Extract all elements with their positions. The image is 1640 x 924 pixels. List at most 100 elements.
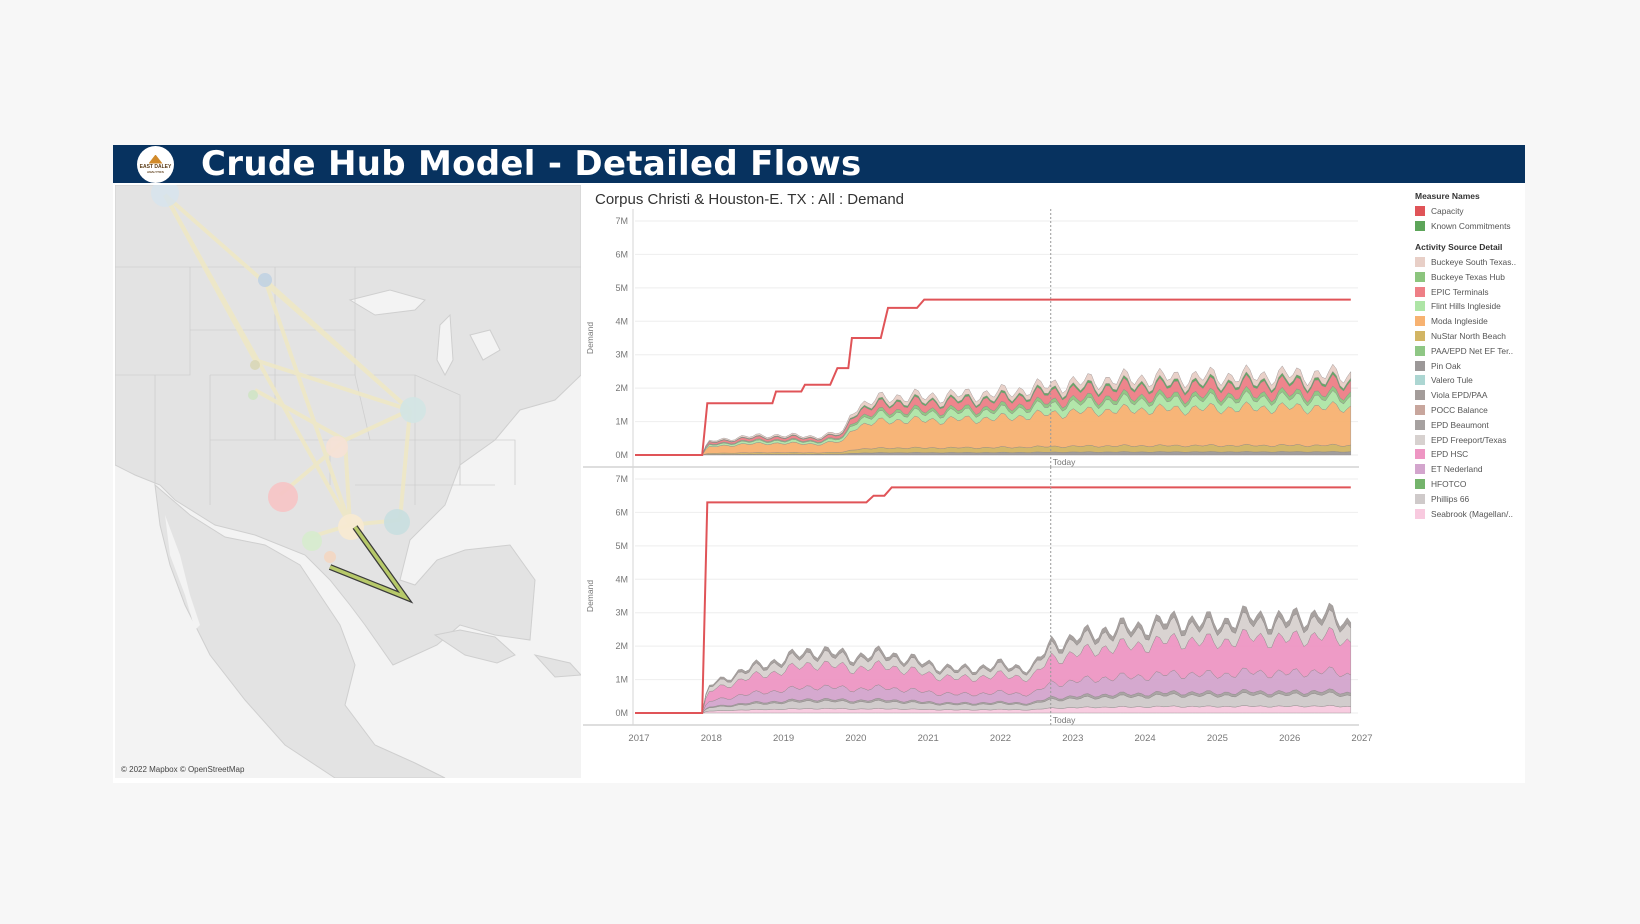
legend-item[interactable]: Viola EPD/PAA (1415, 388, 1523, 403)
legend-label: Seabrook (Magellan/.. (1431, 508, 1513, 519)
capacity-line[interactable] (635, 298, 1351, 456)
logo-subtext: ANALYTICS (147, 169, 164, 174)
legend-item[interactable]: EPD HSC (1415, 447, 1523, 462)
capacity-line[interactable] (635, 486, 1351, 714)
logo-mark-icon (148, 154, 163, 164)
map-canvas[interactable] (115, 185, 581, 778)
hub-bubble[interactable] (400, 397, 426, 423)
flow-map[interactable]: © 2022 Mapbox © OpenStreetMap (115, 185, 581, 778)
y-axis-label: Demand (585, 580, 595, 612)
legend-swatch (1415, 221, 1425, 232)
legend-item[interactable]: HFOTCO (1415, 477, 1523, 492)
legend-item[interactable]: EPD Beaumont (1415, 417, 1523, 432)
y-tick-label: 5M (615, 283, 628, 293)
y-tick-label: 0M (615, 450, 628, 460)
chart-panel[interactable]: 0M 1M 2M 3M 4M 5M 6M 7M Demand Today (583, 209, 1359, 468)
legend-item[interactable]: EPD Freeport/Texas (1415, 432, 1523, 447)
legend-item[interactable]: ET Nederland (1415, 462, 1523, 477)
legend: Measure Names Capacity Known Commitments … (1415, 187, 1523, 521)
legend-item[interactable]: Pin Oak (1415, 358, 1523, 373)
demand-charts[interactable]: 0M 1M 2M 3M 4M 5M 6M 7M Demand Today 0M 1M 2M 3M 4M 5M 6… (583, 209, 1423, 749)
dashboard: EAST DALEY ANALYTICS Crude Hub Model - D… (113, 145, 1525, 783)
x-tick-label: 2020 (845, 733, 866, 744)
legend-item[interactable]: Moda Ingleside (1415, 314, 1523, 329)
hub-bubble[interactable] (258, 273, 272, 287)
x-tick-label: 2017 (628, 733, 649, 744)
legend-label: EPD Beaumont (1431, 419, 1489, 430)
legend-swatch (1415, 464, 1425, 475)
y-tick-label: 0M (615, 708, 628, 718)
legend-swatch (1415, 478, 1425, 489)
x-tick-label: 2027 (1351, 733, 1372, 744)
lake-michigan (436, 313, 454, 377)
legend-swatch (1415, 330, 1425, 341)
x-tick-label: 2021 (918, 733, 939, 744)
legend-swatch (1415, 271, 1425, 282)
north-america-land (115, 185, 581, 666)
hub-bubble[interactable] (250, 360, 260, 370)
legend-label: EPD Freeport/Texas (1431, 434, 1507, 445)
legend-item[interactable]: Buckeye Texas Hub (1415, 269, 1523, 284)
selected-flow[interactable] (329, 525, 410, 601)
hub-bubble[interactable] (151, 185, 179, 207)
today-label: Today (1053, 457, 1076, 467)
hub-bubble[interactable] (326, 436, 348, 458)
legend-swatch (1415, 206, 1425, 217)
cuba-land (433, 629, 516, 664)
x-tick-label: 2023 (1062, 733, 1083, 744)
legend-item[interactable]: Phillips 66 (1415, 491, 1523, 506)
lake-huron (469, 329, 501, 361)
area-series[interactable] (702, 602, 1351, 714)
legend-item[interactable]: EPIC Terminals (1415, 284, 1523, 299)
lake-superior (348, 289, 426, 316)
legend-item[interactable]: POCC Balance (1415, 403, 1523, 418)
legend-item[interactable]: NuStar North Beach (1415, 329, 1523, 344)
hub-bubble[interactable] (302, 531, 322, 551)
legend-swatch (1415, 508, 1425, 519)
legend-label: Pin Oak (1431, 360, 1461, 371)
hub-bubble[interactable] (248, 390, 258, 400)
hub-bubble[interactable] (324, 551, 336, 563)
legend-label: EPIC Terminals (1431, 286, 1489, 297)
page-title: Crude Hub Model - Detailed Flows (201, 144, 862, 184)
hub-bubble[interactable] (268, 482, 298, 512)
legend-item[interactable]: Seabrook (Magellan/.. (1415, 506, 1523, 521)
x-tick-label: 2025 (1207, 733, 1228, 744)
mexico-land (154, 483, 446, 778)
today-label: Today (1053, 715, 1076, 725)
x-tick-label: 2022 (990, 733, 1011, 744)
company-logo[interactable]: EAST DALEY ANALYTICS (137, 146, 174, 183)
area-series[interactable] (702, 363, 1351, 456)
legend-item[interactable]: Buckeye South Texas.. (1415, 255, 1523, 270)
y-tick-label: 2M (615, 641, 628, 651)
y-axis-label: Demand (585, 322, 595, 354)
legend-swatch (1415, 375, 1425, 386)
legend-measure-list: Capacity Known Commitments (1415, 204, 1523, 234)
legend-swatch (1415, 256, 1425, 267)
gulf-of-california (165, 515, 200, 630)
legend-swatch (1415, 301, 1425, 312)
legend-label: PAA/EPD Net EF Ter.. (1431, 345, 1514, 356)
legend-item[interactable]: Flint Hills Ingleside (1415, 299, 1523, 314)
chart-title: Corpus Christi & Houston-E. TX : All : D… (595, 191, 905, 208)
legend-label: POCC Balance (1431, 404, 1488, 415)
legend-swatch (1415, 390, 1425, 401)
legend-label: Capacity (1431, 206, 1464, 217)
y-tick-label: 6M (615, 249, 628, 259)
legend-item[interactable]: Capacity (1415, 204, 1523, 219)
legend-item[interactable]: Known Commitments (1415, 219, 1523, 234)
legend-swatch (1415, 316, 1425, 327)
legend-label: HFOTCO (1431, 478, 1467, 489)
x-tick-label: 2018 (701, 733, 722, 744)
legend-item[interactable]: PAA/EPD Net EF Ter.. (1415, 343, 1523, 358)
legend-swatch (1415, 493, 1425, 504)
legend-label: NuStar North Beach (1431, 330, 1506, 341)
legend-swatch (1415, 404, 1425, 415)
legend-swatch (1415, 419, 1425, 430)
chart-panel[interactable]: 0M 1M 2M 3M 4M 5M 6M 7M Demand Today (583, 467, 1359, 726)
y-tick-label: 6M (615, 507, 628, 517)
y-tick-label: 7M (615, 474, 628, 484)
y-tick-label: 2M (615, 383, 628, 393)
legend-item[interactable]: Valero Tule (1415, 373, 1523, 388)
hub-bubble[interactable] (384, 509, 410, 535)
